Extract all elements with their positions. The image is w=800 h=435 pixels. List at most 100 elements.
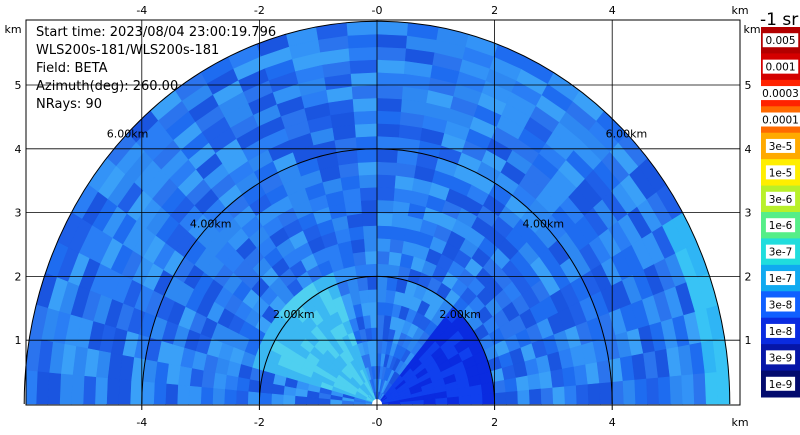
field-cell (376, 314, 385, 329)
field-cell (224, 374, 239, 392)
colorbar-label: 0.0001 (762, 115, 799, 127)
colorbar-label: 1e-7 (769, 273, 793, 285)
field-cell (376, 301, 386, 316)
colorbar-label-bg (765, 350, 796, 365)
field-cell (353, 110, 378, 125)
colorbar-label-group: 3e-7 (765, 244, 796, 259)
colorbar-label-bg (765, 244, 796, 259)
axis-ticks: -4 -4 -2 -2 -0 -0 2 2 4 4 1 1 2 2 3 3 4 4 5 5 km km km km (4, 4, 760, 429)
field-cell (357, 161, 378, 176)
colorbar-label: 3e-5 (769, 141, 793, 153)
grid-layer (26, 20, 740, 405)
field-cell (376, 135, 399, 151)
field-cell (361, 212, 378, 227)
field-cell (35, 371, 50, 405)
field-cell (364, 250, 378, 265)
field-cell (376, 288, 387, 303)
colorbar-label-bg (759, 86, 800, 101)
field-cell (362, 225, 378, 240)
colorbar-label: 1e-8 (769, 326, 793, 338)
field-cell (26, 370, 38, 405)
colorbar-label-bg (765, 376, 796, 391)
colorbar-label: 0.0003 (762, 88, 799, 100)
colorbar-label-group: 0.0003 (759, 86, 800, 101)
field-cell (348, 59, 378, 74)
field-cell (365, 263, 378, 278)
field-cell (552, 385, 566, 405)
instrument-label: WLS200s-181/WLS200s-181 (36, 43, 220, 58)
field-cell (376, 148, 398, 163)
field-cell (540, 386, 554, 405)
field-cell (622, 379, 637, 405)
field-cell (657, 375, 672, 405)
field-cell (482, 392, 495, 405)
field-cell (352, 251, 367, 267)
field-cell (282, 394, 296, 405)
field-cell (376, 352, 382, 367)
start-time-label: Start time: 2023/08/04 23:00:19.796 (36, 25, 277, 40)
field-cell (505, 390, 519, 405)
field-cell (212, 388, 226, 405)
field-cell (376, 339, 383, 354)
field-cell (356, 148, 378, 163)
field-cell (164, 383, 179, 405)
field-cell (376, 199, 394, 214)
colorbar-label: 1e-9 (769, 379, 793, 391)
range-ring (141, 148, 613, 405)
field-cell (716, 370, 731, 405)
ring-label: 2.00km (439, 308, 481, 321)
field-cell (367, 288, 378, 303)
colorbar-label-group: 3e-8 (765, 297, 796, 312)
colorbar-label-bg (762, 59, 799, 74)
colorbar-label-bg (765, 138, 796, 153)
range-ring (23, 20, 731, 405)
colorbar-label-group: 0.0001 (759, 112, 800, 127)
field-cell (294, 395, 308, 405)
field-cell (646, 376, 660, 405)
ring-label: 6.00km (606, 127, 648, 140)
field-cell (223, 389, 237, 405)
colorbar-label: 0.001 (765, 62, 795, 74)
colorbar-label-group: 0.005 (762, 33, 799, 48)
field-cell (504, 377, 518, 393)
colorbar-label-group: 3e-6 (765, 191, 796, 206)
field-cell (106, 378, 120, 405)
colorbar-label-bg (765, 191, 796, 206)
colorbar-label: 3e-7 (769, 247, 793, 259)
field-cell (368, 301, 378, 316)
ring-label: 2.00km (273, 308, 315, 321)
x-tick-label-bottom: 2 (491, 416, 498, 429)
colorbar-label-bg (759, 112, 800, 127)
field-cell (247, 391, 261, 405)
colorbar-label-group: 1e-6 (765, 218, 796, 233)
colorbar-label-bg (765, 297, 796, 312)
field-cell (376, 84, 403, 100)
field-cell (346, 212, 364, 229)
colorbar-label-group: 0.001 (762, 59, 799, 74)
y-tick-label-right: 5 (745, 79, 752, 92)
colorbar-label-group: 1e-9 (765, 376, 796, 391)
y-tick-label-left: 2 (15, 270, 22, 283)
field-cell (515, 374, 530, 392)
field-cell (376, 97, 402, 112)
plot-frame (25, 19, 741, 406)
x-tick-label-top: 2 (491, 4, 498, 17)
field-cell (564, 384, 578, 405)
colorbar-label-bg (765, 165, 796, 180)
field-cell (575, 383, 590, 405)
field-cell (153, 382, 167, 405)
field-cell (376, 186, 395, 201)
range-rings: 2.00km 2.00km 4.00km 4.00km 6.00km 6.00km (23, 20, 731, 405)
field-cell (387, 251, 402, 267)
x-unit-bottom: km (731, 416, 748, 429)
beta-field-layer (26, 20, 731, 405)
field-cell (366, 276, 378, 290)
field-cell (493, 391, 507, 405)
field-cell (669, 374, 684, 405)
field-cell (359, 186, 378, 201)
field-cell (390, 212, 408, 229)
field-cell (376, 20, 409, 36)
field-cell (236, 377, 250, 393)
field-label: Field: BETA (36, 61, 108, 76)
colorbar-label-group: 3e-5 (765, 138, 796, 153)
